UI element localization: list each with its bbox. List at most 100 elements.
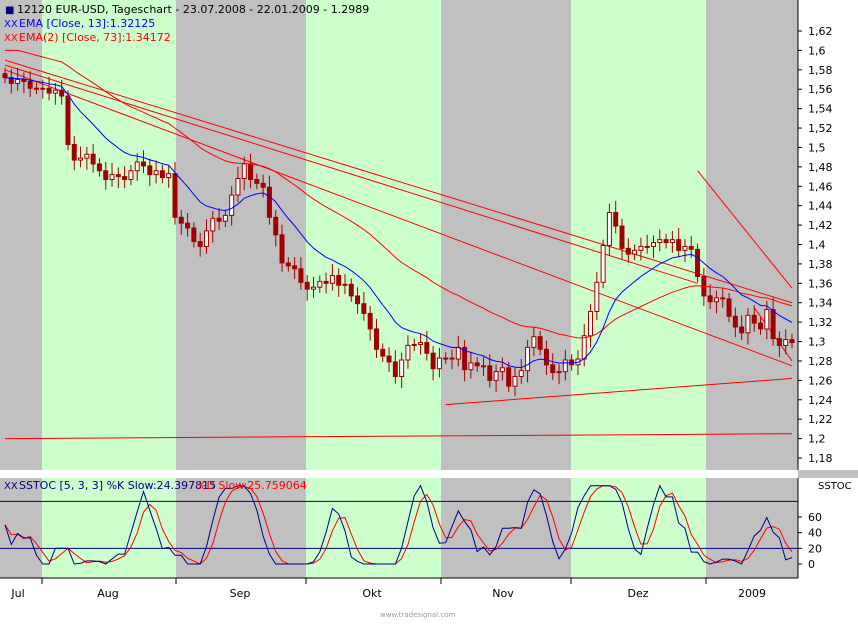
candle-body bbox=[329, 275, 335, 284]
candle-body bbox=[581, 335, 587, 360]
price-tick-label: 1,3 bbox=[808, 336, 826, 349]
candle-body bbox=[556, 371, 562, 374]
candle-body bbox=[462, 346, 468, 371]
ema13-legend: EMA [Close, 13]:1.32125 bbox=[19, 17, 155, 30]
candle-body bbox=[122, 176, 128, 180]
candle-body bbox=[436, 357, 442, 370]
price-tick-label: 1,52 bbox=[808, 122, 833, 135]
candle-body bbox=[78, 157, 84, 161]
candle-body bbox=[499, 367, 505, 373]
candle-body bbox=[751, 314, 757, 324]
candle-body bbox=[241, 163, 247, 180]
candle-body bbox=[619, 225, 625, 249]
ema13-legend-icon: XX bbox=[4, 19, 18, 30]
candle-body bbox=[669, 239, 675, 244]
pane-separator bbox=[0, 470, 798, 478]
candle-body bbox=[745, 314, 751, 334]
candle-body bbox=[355, 295, 361, 305]
candle-body bbox=[33, 87, 39, 90]
price-tick-label: 1,32 bbox=[808, 316, 833, 329]
candle-body bbox=[789, 339, 795, 344]
candle-body bbox=[222, 214, 228, 222]
candle-body bbox=[323, 280, 329, 284]
candle-body bbox=[632, 249, 638, 255]
watermark: www.tradesignal.com bbox=[380, 611, 455, 619]
candle-body bbox=[600, 244, 606, 283]
candle-body bbox=[443, 357, 449, 360]
candle-body bbox=[682, 245, 688, 251]
candle-body bbox=[739, 326, 745, 334]
time-axis-area bbox=[0, 578, 858, 622]
price-tick-label: 1,2 bbox=[808, 433, 826, 446]
candle-body bbox=[96, 163, 102, 172]
stoch-axis-area bbox=[798, 478, 858, 578]
candle-body bbox=[625, 247, 631, 255]
candle-body bbox=[537, 336, 543, 350]
price-tick-label: 1,36 bbox=[808, 277, 833, 290]
price-tick-label: 1,28 bbox=[808, 355, 833, 368]
candle-body bbox=[2, 73, 8, 79]
candle-body bbox=[304, 281, 310, 290]
candle-body bbox=[216, 217, 222, 222]
candle-body bbox=[562, 359, 568, 373]
candle-body bbox=[695, 248, 701, 278]
candle-body bbox=[65, 95, 71, 146]
candle-body bbox=[386, 355, 392, 363]
candle-body bbox=[688, 245, 694, 250]
month-label: Dez bbox=[627, 587, 648, 600]
candle-body bbox=[90, 153, 96, 165]
price-tick-label: 1,48 bbox=[808, 161, 833, 174]
candle-body bbox=[707, 295, 713, 303]
candle-body bbox=[493, 371, 499, 381]
candle-body bbox=[279, 234, 285, 264]
candles bbox=[2, 67, 795, 397]
candle-body bbox=[254, 178, 260, 184]
candle-body bbox=[27, 80, 33, 89]
stoch-panel-tag: SSTOC bbox=[818, 481, 852, 492]
price-tick-label: 1,46 bbox=[808, 180, 833, 193]
candle-body bbox=[424, 342, 430, 354]
stoch-d-line bbox=[4, 485, 793, 565]
candle-body bbox=[676, 239, 682, 251]
gray-band bbox=[441, 0, 571, 470]
price-tick-label: 1,24 bbox=[808, 394, 833, 407]
candle-body bbox=[525, 346, 531, 372]
price-tick-label: 1,44 bbox=[808, 200, 833, 213]
symbol-marker-icon: ■ bbox=[5, 5, 14, 16]
candle-body bbox=[550, 364, 556, 374]
ema73-line bbox=[5, 49, 793, 339]
month-label: Sep bbox=[230, 587, 251, 600]
month-bands bbox=[42, 0, 798, 578]
stoch-tick-label: 20 bbox=[808, 542, 822, 555]
candle-body bbox=[103, 170, 109, 180]
stoch-tick-label: 0 bbox=[808, 558, 815, 571]
green-band bbox=[306, 0, 441, 470]
candle-body bbox=[71, 144, 77, 161]
candle-body bbox=[613, 211, 619, 227]
month-label: Okt bbox=[362, 587, 382, 600]
candle-body bbox=[317, 280, 323, 288]
stoch-d-legend: %D Slow:25.759064 bbox=[196, 479, 307, 492]
candle-body bbox=[141, 161, 147, 167]
candle-body bbox=[758, 322, 764, 330]
candle-body bbox=[430, 352, 436, 370]
candle-body bbox=[418, 342, 424, 345]
green-band bbox=[42, 0, 176, 470]
candle-body bbox=[336, 275, 342, 286]
candle-body bbox=[292, 265, 298, 270]
candle-body bbox=[518, 370, 524, 377]
price-tick-label: 1,22 bbox=[808, 413, 833, 426]
time-axis: Jul Aug Sep Okt Nov Dez 2009 bbox=[0, 577, 798, 600]
candle-body bbox=[380, 348, 386, 357]
stoch-levels bbox=[0, 500, 798, 549]
candle-body bbox=[657, 239, 663, 244]
price-tick-label: 1,4 bbox=[808, 239, 826, 252]
candle-body bbox=[367, 312, 373, 330]
candle-body bbox=[392, 361, 398, 377]
candle-body bbox=[153, 170, 159, 176]
candle-body bbox=[21, 79, 27, 82]
candle-body bbox=[128, 170, 134, 180]
candle-body bbox=[449, 357, 455, 360]
candle-body bbox=[8, 77, 14, 84]
ema73-legend: EMA(2) [Close, 73]:1.34172 bbox=[19, 31, 171, 44]
